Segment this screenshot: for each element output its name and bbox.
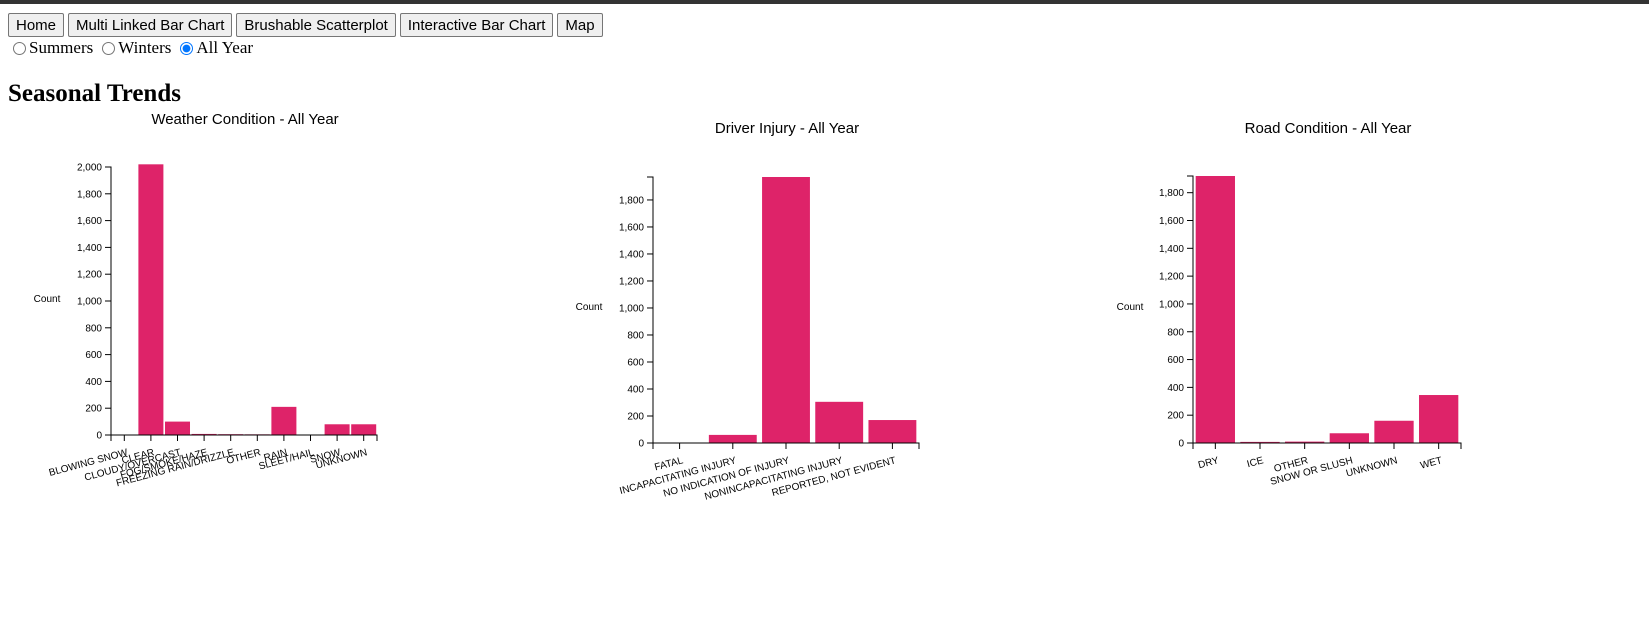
- bar-no-indication-of-injury[interactable]: [762, 177, 810, 443]
- y-axis-label: Count: [34, 294, 61, 305]
- season-filter: Summers Winters All Year: [10, 38, 259, 58]
- y-tick-label: 800: [85, 323, 102, 334]
- x-tick-label: DRY: [1197, 455, 1220, 471]
- chart-title: Driver Injury - All Year: [715, 120, 859, 137]
- chart-title: Road Condition - All Year: [1245, 120, 1412, 137]
- y-tick-label: 1,800: [619, 195, 644, 206]
- multi-linked-bar-chart-button[interactable]: Multi Linked Bar Chart: [68, 13, 233, 37]
- winters-radio[interactable]: [102, 41, 116, 55]
- window-top-bar: [0, 0, 1649, 4]
- y-tick-label: 200: [85, 404, 102, 415]
- y-tick-label: 1,600: [77, 216, 102, 227]
- road-condition-chart: Road Condition - All Year Count 0 200 400 600…: [1117, 120, 1462, 488]
- bar-nonincapacitating-injury[interactable]: [815, 401, 864, 443]
- y-axis-line: [1187, 175, 1194, 444]
- all-year-label: All Year: [196, 38, 254, 57]
- y-tick-label: 1,400: [1159, 244, 1184, 255]
- home-button[interactable]: Home: [8, 13, 65, 37]
- bar-fog-smoke-haze[interactable]: [191, 433, 217, 435]
- y-tick-label: 0: [638, 439, 644, 450]
- y-axis-label: Count: [1117, 302, 1144, 313]
- y-tick-label: 1,400: [619, 249, 644, 260]
- y-axis-line: [647, 176, 654, 444]
- bar-clear[interactable]: [138, 164, 164, 435]
- y-tick-label: 1,200: [619, 276, 644, 287]
- y-tick-label: 1,200: [77, 270, 102, 281]
- y-tick-label: 1,000: [1159, 299, 1184, 310]
- bar-cloudy-overcast[interactable]: [164, 421, 191, 435]
- weather-condition-chart: Weather Condition - All Year Count 0 200 400…: [34, 111, 378, 489]
- chart-title: Weather Condition - All Year: [151, 111, 338, 128]
- y-tick-label: 200: [627, 411, 644, 422]
- y-tick-label: 400: [627, 384, 644, 395]
- y-tick-label: 600: [1167, 355, 1184, 366]
- y-tick-label: 600: [85, 350, 102, 361]
- x-tick-label: ICE: [1246, 455, 1265, 470]
- season-option-winters[interactable]: Winters: [99, 38, 171, 58]
- y-tick-label: 0: [96, 431, 102, 442]
- y-tick-label: 200: [1167, 411, 1184, 422]
- map-button[interactable]: Map: [557, 13, 603, 37]
- bar-snow-or-slush[interactable]: [1329, 433, 1369, 443]
- x-tick-label: WET: [1419, 455, 1443, 471]
- y-tick-label: 1,400: [77, 243, 102, 254]
- y-axis-label: Count: [576, 302, 603, 313]
- driver-injury-chart: Driver Injury - All Year Count 0 200 400 600 8…: [576, 120, 920, 503]
- y-tick-label: 400: [1167, 383, 1184, 394]
- y-tick-label: 1,000: [77, 297, 102, 308]
- season-option-summers[interactable]: Summers: [10, 38, 93, 58]
- bar-rain[interactable]: [271, 406, 297, 435]
- bar-dry[interactable]: [1195, 176, 1235, 443]
- winters-label: Winters: [118, 38, 172, 57]
- bar-ice[interactable]: [1240, 441, 1280, 443]
- season-option-all-year[interactable]: All Year: [177, 38, 253, 58]
- x-axis-line: [110, 434, 378, 441]
- y-tick-label: 2,000: [77, 163, 102, 174]
- interactive-bar-chart-button[interactable]: Interactive Bar Chart: [399, 13, 554, 37]
- y-tick-label: 800: [1167, 327, 1184, 338]
- y-tick-label: 1,000: [619, 303, 644, 314]
- all-year-radio[interactable]: [180, 41, 194, 55]
- y-tick-label: 800: [627, 330, 644, 341]
- bar-reported-not-evident[interactable]: [868, 420, 917, 443]
- y-tick-label: 1,800: [1159, 188, 1184, 199]
- bar-wet[interactable]: [1419, 395, 1459, 443]
- nav-bar: Home Multi Linked Bar Chart Brushable Sc…: [8, 13, 607, 37]
- y-tick-label: 1,800: [77, 189, 102, 200]
- x-tick-label: UNKNOWN: [1345, 455, 1399, 479]
- y-tick-label: 600: [627, 357, 644, 368]
- bar-other[interactable]: [1285, 441, 1325, 443]
- y-tick-label: 1,600: [1159, 216, 1184, 227]
- bar-incapacitating-injury[interactable]: [708, 434, 757, 443]
- y-tick-label: 0: [1178, 439, 1184, 450]
- y-tick-label: 1,600: [619, 222, 644, 233]
- y-tick-label: 1,200: [1159, 272, 1184, 283]
- bar-unknown[interactable]: [351, 424, 377, 435]
- bar-unknown[interactable]: [1374, 420, 1414, 443]
- summers-label: Summers: [29, 38, 94, 57]
- bar-snow[interactable]: [324, 424, 350, 435]
- page-title: Seasonal Trends: [8, 80, 181, 107]
- y-tick-label: 400: [85, 377, 102, 388]
- x-axis-line: [1192, 442, 1462, 449]
- summers-radio[interactable]: [13, 41, 26, 55]
- brushable-scatterplot-button[interactable]: Brushable Scatterplot: [236, 13, 396, 37]
